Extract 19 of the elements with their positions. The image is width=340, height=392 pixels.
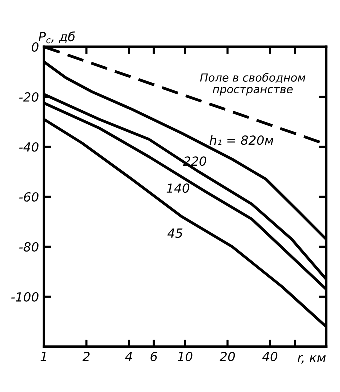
x-tick-label: 1	[40, 352, 46, 362]
y-axis-title: P$_{c}$, дб	[38, 32, 76, 44]
x-tick-label: 2	[82, 352, 90, 362]
y-tick-label: -80	[19, 242, 39, 252]
y-tick-label: -20	[19, 92, 39, 102]
y-tick-label: -60	[19, 192, 39, 202]
y-tick-label: -40	[19, 142, 39, 152]
x-tick-label: 6	[150, 352, 158, 362]
y-tick-label: -100	[12, 292, 39, 302]
series-label: 140	[166, 184, 190, 194]
x-tick-label: 20	[220, 352, 236, 362]
x-tick-label: 4	[125, 352, 132, 362]
series-label: Поле в свободном пространстве	[200, 73, 306, 96]
x-tick-label: 10	[178, 352, 193, 362]
series-label: h₁ = 820м	[210, 135, 274, 146]
x-tick-label: 40	[262, 352, 278, 362]
series-label: 45	[168, 228, 183, 238]
x-axis-title: r, км	[298, 355, 326, 364]
y-tick-label: 0	[32, 42, 39, 52]
